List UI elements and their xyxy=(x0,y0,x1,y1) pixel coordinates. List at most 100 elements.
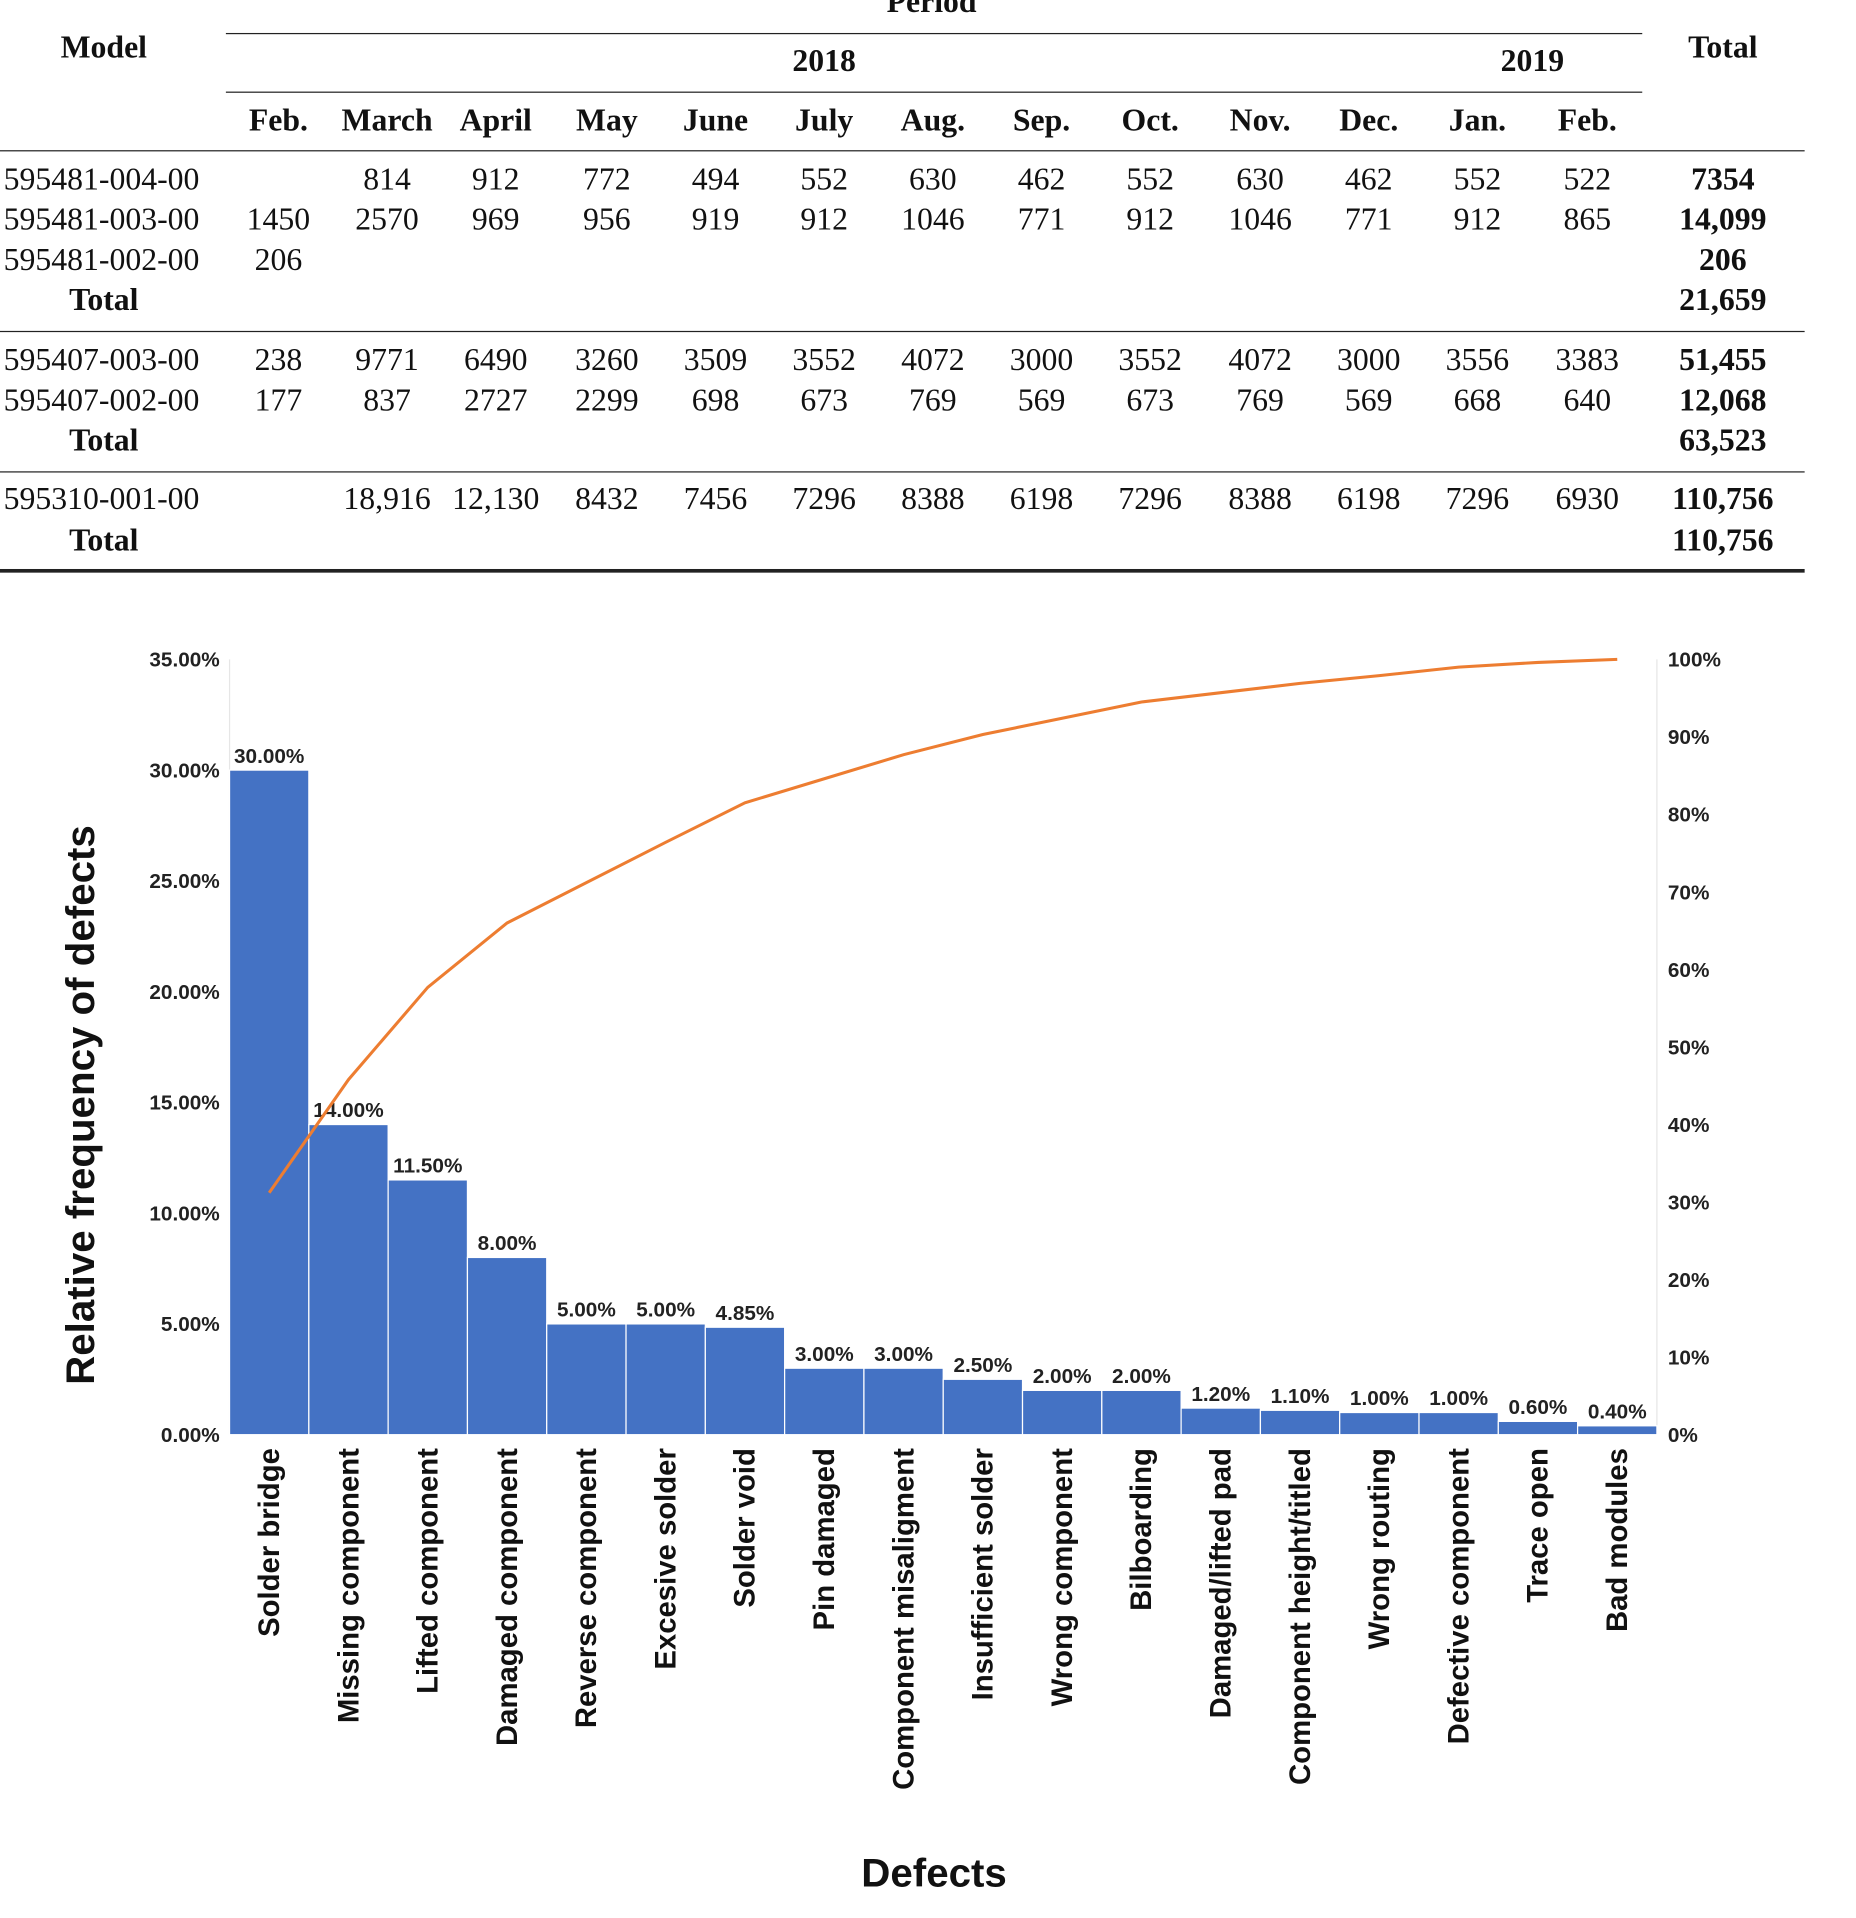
bar-data-label: 0.60% xyxy=(1509,1396,1568,1419)
table-cell: 630 xyxy=(1236,161,1284,197)
bar xyxy=(1180,1407,1262,1436)
table-cell: 552 xyxy=(1453,161,1502,197)
header-month: March xyxy=(341,102,433,138)
table-rule xyxy=(0,150,1805,152)
bar xyxy=(1101,1389,1182,1436)
y-tick-label: 25.00% xyxy=(149,870,219,893)
bar-data-label: 5.00% xyxy=(557,1299,616,1322)
table-cell: 668 xyxy=(1453,382,1502,418)
y-tick-label: 0.00% xyxy=(161,1424,220,1447)
bar-data-label: 1.20% xyxy=(1191,1383,1250,1406)
cumulative-line xyxy=(267,657,1618,1194)
table-cell: 771 xyxy=(1344,201,1393,237)
table-cell: 238 xyxy=(254,341,303,378)
x-tick-label: Reverse component xyxy=(570,1448,603,1728)
table-cell: 772 xyxy=(583,161,631,197)
table-bottom-rule xyxy=(0,568,1805,573)
bar-data-label: 2.00% xyxy=(1033,1365,1092,1388)
x-tick-label: Component misaligment xyxy=(887,1448,920,1790)
table-cell: 698 xyxy=(691,382,740,418)
x-tick-label: Damaged component xyxy=(491,1448,524,1746)
group-total: 21,659 xyxy=(1679,282,1767,318)
y-axis-title: Relative frequency of defects xyxy=(58,825,103,1385)
bar-data-label: 2.50% xyxy=(953,1354,1012,1377)
bar xyxy=(942,1378,1024,1436)
table-cell: 4072 xyxy=(901,341,965,378)
table-cell: 6198 xyxy=(1336,481,1401,517)
x-tick-label: Bad modules xyxy=(1601,1448,1634,1632)
table-cell: 3260 xyxy=(575,341,639,378)
bar-data-label: 0.40% xyxy=(1588,1400,1647,1423)
header-year: 2018 xyxy=(792,42,856,79)
table-cell: 7296 xyxy=(792,481,856,517)
x-tick-label: Defective component xyxy=(1442,1448,1475,1745)
header-month: Feb. xyxy=(248,102,308,138)
y2-tick-label: 20% xyxy=(1668,1269,1710,1292)
bar xyxy=(704,1326,786,1436)
table-cell: 552 xyxy=(800,161,848,197)
x-tick-label: Missing component xyxy=(332,1448,365,1723)
bar xyxy=(1418,1411,1499,1436)
y2-tick-label: 30% xyxy=(1668,1191,1710,1214)
bar-data-label: 1.00% xyxy=(1429,1387,1488,1410)
table-cell: 771 xyxy=(1017,201,1066,237)
bar-data-label: 4.85% xyxy=(716,1302,775,1325)
table-cell: 2727 xyxy=(463,382,528,418)
table-rule xyxy=(225,91,1643,94)
x-tick-label: Damaged/lifted pad xyxy=(1205,1448,1238,1718)
y2-tick-label: 90% xyxy=(1668,726,1710,749)
bar xyxy=(863,1367,944,1436)
table-cell: 912 xyxy=(1453,201,1502,237)
table-cell: 769 xyxy=(909,382,957,418)
header-total: Total xyxy=(1688,29,1758,65)
table-cell: 2299 xyxy=(575,382,639,418)
row-total: 14,099 xyxy=(1679,201,1767,237)
y2-tick-label: 0% xyxy=(1668,1424,1698,1447)
table-cell: 3552 xyxy=(1118,341,1182,378)
row-model: 595407-003-00 xyxy=(3,341,200,378)
table-cell: 3509 xyxy=(683,341,748,378)
header-month: Jan. xyxy=(1448,102,1507,138)
y-tick-label: 30.00% xyxy=(149,759,219,782)
x-tick-label: Solder void xyxy=(729,1448,762,1608)
header-month: Oct. xyxy=(1121,102,1179,138)
table-cell: 814 xyxy=(363,161,411,197)
table-cell: 969 xyxy=(471,201,520,237)
table-cell: 552 xyxy=(1126,161,1174,197)
y2-tick-label: 40% xyxy=(1668,1114,1710,1137)
header-model: Model xyxy=(60,29,147,65)
y-tick-label: 10.00% xyxy=(149,1202,219,1225)
table-rule xyxy=(0,330,1805,333)
table-cell: 8388 xyxy=(901,481,965,517)
x-tick-label: Trace open xyxy=(1522,1448,1555,1603)
table-cell: 6198 xyxy=(1009,481,1074,517)
table-cell: 912 xyxy=(800,201,848,237)
table-cell: 1450 xyxy=(246,201,311,237)
row-model: 595481-002-00 xyxy=(3,241,200,278)
x-tick-label: Excesive solder xyxy=(649,1448,682,1670)
table-cell: 462 xyxy=(1344,161,1393,197)
table-cell: 177 xyxy=(254,382,303,418)
row-model: 595481-004-00 xyxy=(3,161,200,197)
bar-data-label: 5.00% xyxy=(636,1299,695,1322)
table-cell: 3383 xyxy=(1555,341,1620,378)
table-cell: 569 xyxy=(1017,382,1066,418)
header-month: April xyxy=(459,102,532,138)
bar xyxy=(625,1323,706,1436)
header-month: Dec. xyxy=(1339,102,1399,138)
table-cell: 206 xyxy=(254,241,303,278)
group-total-label: Total xyxy=(69,422,139,458)
row-total: 51,455 xyxy=(1679,341,1767,378)
group-total-label: Total xyxy=(69,282,139,318)
table-cell: 956 xyxy=(583,201,631,237)
table-cell: 865 xyxy=(1563,201,1612,237)
bar-data-label: 30.00% xyxy=(234,745,304,768)
table-cell: 522 xyxy=(1563,161,1612,197)
table-cell: 12,130 xyxy=(452,481,540,517)
table-cell: 7296 xyxy=(1445,481,1510,517)
table-cell: 1046 xyxy=(901,201,965,237)
x-tick-label: Wrong routing xyxy=(1363,1448,1396,1649)
group-total: 63,523 xyxy=(1679,422,1767,458)
